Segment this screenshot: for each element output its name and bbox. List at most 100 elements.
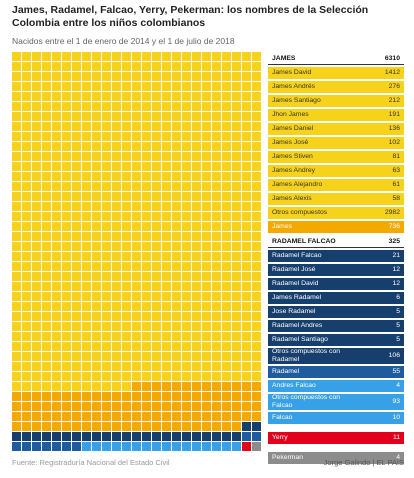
- waffle-cell: [232, 302, 241, 311]
- waffle-cell: [182, 272, 191, 281]
- waffle-cell: [182, 132, 191, 141]
- waffle-cell: [62, 432, 71, 441]
- waffle-cell: [92, 182, 101, 191]
- waffle-cell: [72, 202, 81, 211]
- row-value: 736: [388, 223, 400, 230]
- waffle-cell: [112, 122, 121, 131]
- waffle-cell: [192, 122, 201, 131]
- waffle-cell: [202, 342, 211, 351]
- waffle-cell: [22, 182, 31, 191]
- row-value: 5: [396, 322, 400, 329]
- waffle-cell: [22, 422, 31, 431]
- row-value: 5: [396, 336, 400, 343]
- waffle-cell: [212, 312, 221, 321]
- waffle-cell: [152, 252, 161, 261]
- waffle-cell: [52, 192, 61, 201]
- waffle-cell: [32, 132, 41, 141]
- waffle-cell: [122, 192, 131, 201]
- waffle-cell: [92, 122, 101, 131]
- waffle-cell: [182, 362, 191, 371]
- waffle-cell: [252, 292, 261, 301]
- waffle-cell: [242, 202, 251, 211]
- waffle-cell: [182, 242, 191, 251]
- waffle-cell: [82, 392, 91, 401]
- waffle-cell: [92, 52, 101, 61]
- waffle-cell: [202, 242, 211, 251]
- waffle-cell: [142, 132, 151, 141]
- waffle-cell: [222, 372, 231, 381]
- waffle-cell: [72, 282, 81, 291]
- waffle-cell: [152, 272, 161, 281]
- waffle-cell: [202, 162, 211, 171]
- waffle-cell: [252, 182, 261, 191]
- waffle-cell: [202, 192, 211, 201]
- waffle-cell: [62, 282, 71, 291]
- waffle-cell: [42, 72, 51, 81]
- waffle-cell: [122, 222, 131, 231]
- waffle-cell: [42, 132, 51, 141]
- waffle-cell: [192, 352, 201, 361]
- waffle-cell: [152, 82, 161, 91]
- waffle-cell: [152, 102, 161, 111]
- waffle-cell: [162, 442, 171, 451]
- waffle-cell: [32, 62, 41, 71]
- waffle-cell: [112, 372, 121, 381]
- waffle-cell: [72, 342, 81, 351]
- waffle-cell: [202, 302, 211, 311]
- waffle-cell: [102, 122, 111, 131]
- waffle-cell: [142, 382, 151, 391]
- waffle-cell: [222, 72, 231, 81]
- waffle-cell: [142, 162, 151, 171]
- waffle-cell: [182, 352, 191, 361]
- waffle-cell: [152, 302, 161, 311]
- waffle-cell: [242, 52, 251, 61]
- row-name: James David: [272, 69, 312, 76]
- waffle-cell: [222, 242, 231, 251]
- waffle-cell: [42, 192, 51, 201]
- waffle-cell: [152, 132, 161, 141]
- waffle-cell: [82, 222, 91, 231]
- waffle-cell: [52, 52, 61, 61]
- waffle-cell: [42, 152, 51, 161]
- waffle-cell: [82, 132, 91, 141]
- waffle-cell: [162, 72, 171, 81]
- waffle-cell: [232, 272, 241, 281]
- waffle-cell: [192, 92, 201, 101]
- waffle-cell: [82, 242, 91, 251]
- waffle-cell: [12, 422, 21, 431]
- waffle-cell: [122, 252, 131, 261]
- waffle-cell: [132, 232, 141, 241]
- waffle-cell: [52, 102, 61, 111]
- waffle-cell: [212, 152, 221, 161]
- waffle-cell: [102, 62, 111, 71]
- row-name: James José: [272, 139, 309, 146]
- waffle-cell: [252, 72, 261, 81]
- waffle-cell: [242, 312, 251, 321]
- waffle-cell: [42, 302, 51, 311]
- waffle-cell: [132, 342, 141, 351]
- waffle-cell: [142, 92, 151, 101]
- waffle-cell: [62, 192, 71, 201]
- waffle-cell: [232, 412, 241, 421]
- waffle-cell: [222, 82, 231, 91]
- source: Fuente: Registraduría Nacional del Estad…: [12, 458, 170, 467]
- waffle-cell: [192, 72, 201, 81]
- waffle-cell: [72, 212, 81, 221]
- waffle-cell: [82, 412, 91, 421]
- waffle-cell: [82, 172, 91, 181]
- waffle-cell: [72, 402, 81, 411]
- waffle-cell: [92, 312, 101, 321]
- waffle-cell: [112, 202, 121, 211]
- waffle-cell: [252, 62, 261, 71]
- waffle-cell: [112, 232, 121, 241]
- waffle-cell: [212, 122, 221, 131]
- waffle-cell: [142, 412, 151, 421]
- waffle-cell: [182, 302, 191, 311]
- waffle-cell: [62, 242, 71, 251]
- waffle-cell: [22, 82, 31, 91]
- group-name: JAMES: [272, 54, 296, 62]
- waffle-cell: [152, 262, 161, 271]
- waffle-cell: [142, 62, 151, 71]
- waffle-cell: [162, 242, 171, 251]
- waffle-cell: [202, 112, 211, 121]
